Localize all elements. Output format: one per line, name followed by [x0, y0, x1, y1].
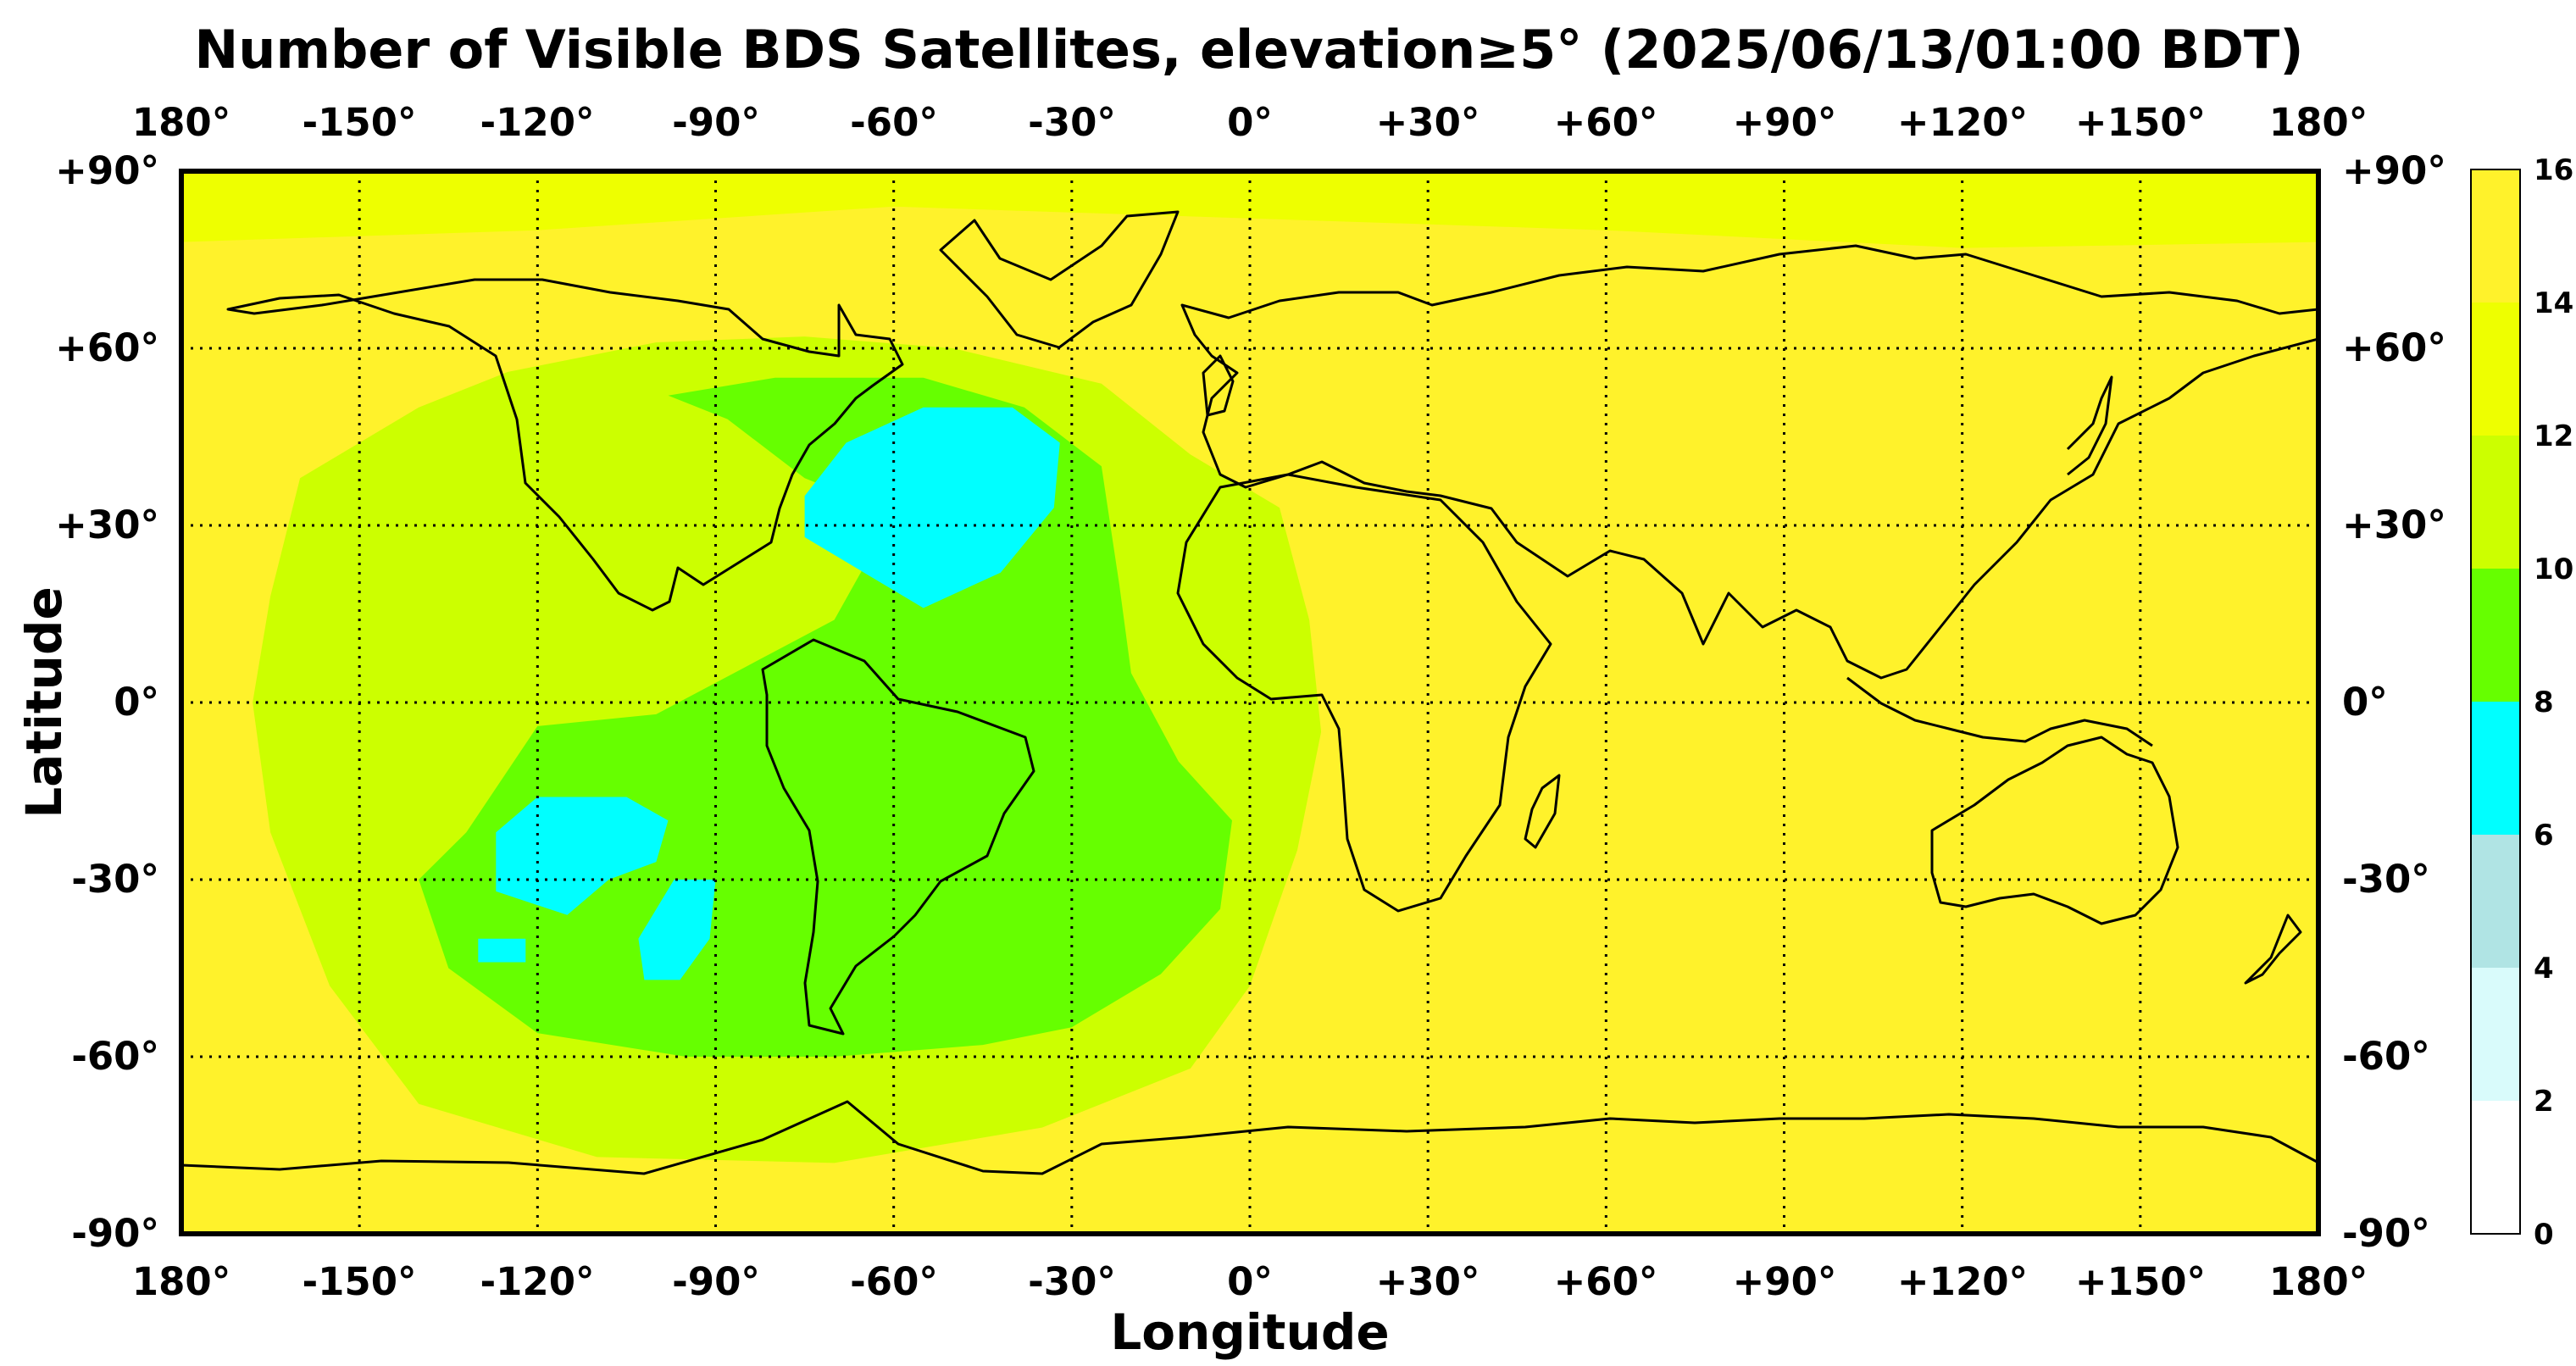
y-tick-left: +90°: [55, 148, 159, 193]
x-tick-top: -150°: [302, 100, 416, 145]
coastline-australia: [1930, 736, 2179, 925]
colorbar-frame: [2470, 169, 2521, 1235]
y-tick-right: +90°: [2342, 148, 2446, 193]
region-6-8: [496, 797, 669, 915]
x-tick-bottom: +30°: [1376, 1259, 1480, 1304]
x-tick-top: -90°: [672, 100, 760, 145]
x-axis-label: Longitude: [1110, 1303, 1389, 1361]
x-tick-bottom: +60°: [1554, 1259, 1658, 1304]
coastline-new-zealand: [2244, 913, 2302, 985]
x-tick-top: -60°: [850, 100, 938, 145]
region-6-8: [804, 407, 1060, 608]
y-tick-left: -60°: [71, 1034, 159, 1079]
x-tick-bottom: -150°: [302, 1259, 416, 1304]
y-tick-left: -30°: [71, 857, 159, 902]
colorbar-segment: [2471, 169, 2520, 303]
y-axis-left: +90° +60° +30° 0° -30° -60° -90°: [55, 148, 159, 1256]
colorbar-tick-label: 8: [2534, 686, 2554, 719]
colorbar-segment: [2471, 1101, 2520, 1234]
colorbar-tick-label: 0: [2534, 1218, 2554, 1252]
x-tick-top: +150°: [2075, 100, 2206, 145]
colorbar-tick-label: 4: [2534, 952, 2554, 986]
x-tick-top: 180°: [2269, 100, 2368, 145]
coastline-eurasia: [1180, 244, 2318, 680]
x-tick-top: +60°: [1554, 100, 1658, 145]
chart-title: Number of Visible BDS Satellites, elevat…: [194, 19, 2303, 81]
coastline-madagascar: [1524, 774, 1561, 849]
region-6-8: [478, 938, 526, 963]
coastline-greenland: [939, 210, 1180, 349]
coastline-north-america: [226, 278, 904, 612]
colorbar-segment: [2471, 968, 2520, 1101]
x-tick-top: +30°: [1376, 100, 1480, 145]
y-tick-left: 0°: [114, 680, 159, 725]
colorbar-segment: [2471, 569, 2520, 702]
x-tick-top: +90°: [1733, 100, 1837, 145]
x-tick-bottom: -30°: [1028, 1259, 1116, 1304]
colorbar-segment: [2471, 303, 2520, 436]
coastlines: [181, 210, 2318, 1175]
colorbar-tick-label: 2: [2534, 1085, 2554, 1119]
map-frame: [179, 169, 2321, 1236]
y-tick-left: +30°: [55, 503, 159, 547]
y-tick-right: -90°: [2342, 1211, 2430, 1256]
coastline-africa: [1176, 473, 1552, 913]
y-axis-right: +90° +60° +30° 0° -30° -60° -90°: [2342, 148, 2446, 1256]
x-tick-bottom: -120°: [480, 1259, 594, 1304]
y-tick-right: 0°: [2342, 680, 2388, 725]
region-8-10: [419, 377, 1232, 1057]
coastline-indonesia: [1846, 676, 2153, 747]
x-tick-bottom: -90°: [672, 1259, 760, 1304]
x-tick-bottom: +90°: [1733, 1259, 1837, 1304]
y-tick-left: -90°: [71, 1211, 159, 1256]
colorbar-segment: [2471, 835, 2520, 968]
colorbar-tick-label: 10: [2534, 553, 2573, 586]
x-tick-bottom: +150°: [2075, 1259, 2206, 1304]
coastline-japan: [2066, 375, 2113, 476]
x-tick-bottom: 0°: [1227, 1259, 1273, 1304]
coastline-antarctica: [181, 1100, 2318, 1175]
x-tick-bottom: 180°: [2269, 1259, 2368, 1304]
y-axis-label: Latitude: [15, 586, 73, 819]
x-tick-bottom: +120°: [1897, 1259, 2028, 1304]
y-tick-right: +60°: [2342, 325, 2446, 370]
x-axis-bottom: 180° -150° -120° -90° -60° -30° 0° +30° …: [132, 1259, 2368, 1304]
x-tick-top: +120°: [1897, 100, 2028, 145]
coastline-british-isles: [1202, 354, 1235, 417]
y-tick-right: -30°: [2342, 857, 2430, 902]
x-tick-bottom: 180°: [132, 1259, 230, 1304]
y-tick-right: +30°: [2342, 503, 2446, 547]
x-tick-bottom: -60°: [850, 1259, 938, 1304]
colorbar: [2471, 169, 2520, 1234]
coastline-south-america: [761, 638, 1035, 1036]
y-tick-right: -60°: [2342, 1034, 2430, 1079]
x-axis-top: 180° -150° -120° -90° -60° -30° 0° +30° …: [132, 100, 2368, 145]
colorbar-tick-label: 14: [2534, 286, 2573, 320]
graticule: [181, 171, 2318, 1234]
region-6-8: [638, 880, 716, 980]
colorbar-ticks: 0 2 4 6 8 10 12 14 16: [2534, 153, 2573, 1252]
colorbar-tick-label: 16: [2534, 153, 2573, 187]
colorbar-segment: [2471, 702, 2520, 835]
y-tick-left: +60°: [55, 325, 159, 370]
colorbar-tick-label: 12: [2534, 419, 2573, 453]
x-tick-top: -120°: [480, 100, 594, 145]
colorbar-tick-label: 6: [2534, 819, 2554, 852]
x-tick-top: 0°: [1227, 100, 1273, 145]
colorbar-segment: [2471, 436, 2520, 569]
x-tick-top: 180°: [132, 100, 230, 145]
x-tick-top: -30°: [1028, 100, 1116, 145]
